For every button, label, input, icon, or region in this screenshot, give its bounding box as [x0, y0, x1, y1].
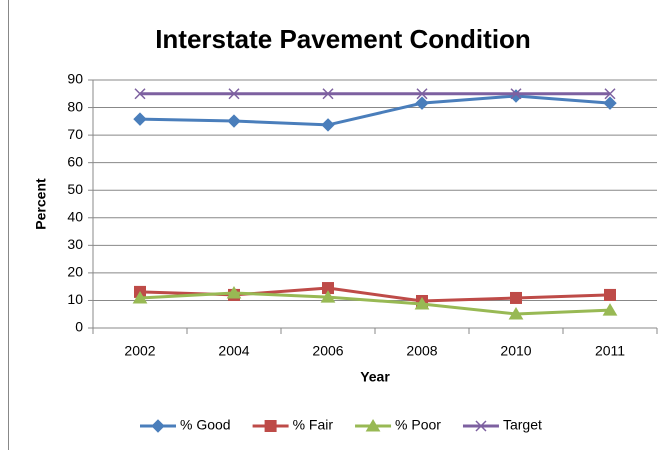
- y-tick-label: 40: [67, 208, 83, 224]
- marker: [320, 290, 336, 303]
- marker: [509, 89, 523, 103]
- marker: [415, 96, 429, 110]
- x-tick-label: 2010: [500, 343, 531, 359]
- marker: [475, 420, 487, 432]
- y-tick-label: 30: [67, 236, 83, 252]
- series-line: [139, 94, 611, 127]
- marker: [264, 420, 277, 432]
- marker: [603, 96, 617, 110]
- marker: [414, 297, 430, 310]
- y-tick-label: 90: [67, 71, 83, 87]
- y-tick-label: 70: [67, 126, 83, 142]
- marker: [134, 88, 146, 100]
- chart-title: Interstate Pavement Condition: [155, 24, 531, 54]
- x-tick-label: 2004: [218, 343, 249, 359]
- marker: [416, 88, 428, 100]
- marker: [604, 288, 616, 301]
- x-tick-label: 2008: [406, 343, 437, 359]
- marker: [228, 88, 240, 100]
- marker: [132, 290, 148, 304]
- x-tick-label: 2006: [312, 343, 343, 359]
- series-line: [139, 291, 611, 316]
- legend-label: % Poor: [395, 417, 441, 433]
- x-tick-label: 2011: [595, 343, 625, 359]
- legend-label: % Good: [180, 417, 231, 433]
- y-axis-label: Percent: [33, 178, 49, 230]
- marker: [602, 303, 618, 316]
- y-tick-label: 80: [67, 98, 83, 114]
- y-tick-label: 20: [67, 264, 83, 280]
- marker: [508, 306, 524, 320]
- marker: [510, 88, 522, 100]
- marker: [151, 419, 165, 433]
- marker: [133, 112, 147, 126]
- x-axis-label: Year: [360, 369, 390, 385]
- x-tick-label: 2002: [124, 343, 155, 359]
- marker: [321, 118, 335, 132]
- marker: [604, 88, 616, 100]
- legend-label: Target: [503, 417, 542, 433]
- y-tick-label: 50: [67, 181, 83, 197]
- y-tick-label: 0: [75, 319, 83, 335]
- legend-label: % Fair: [293, 417, 334, 433]
- marker: [226, 286, 242, 299]
- marker: [227, 114, 241, 128]
- marker: [510, 291, 522, 304]
- marker: [365, 419, 381, 432]
- y-tick-label: 60: [67, 153, 83, 169]
- y-tick-label: 10: [67, 291, 83, 307]
- marker: [322, 88, 334, 100]
